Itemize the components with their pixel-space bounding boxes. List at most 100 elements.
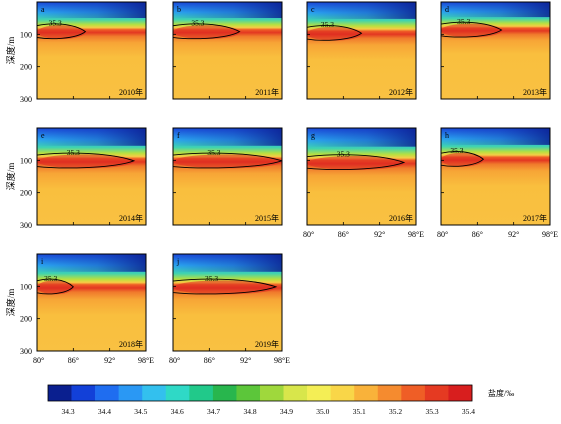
fresh-surface-layer <box>37 254 146 272</box>
x-tick-label: 80° <box>437 230 448 239</box>
salinity-core <box>173 25 240 40</box>
panel-frame <box>36 127 147 226</box>
colorbar-title: 盐度/‰ <box>488 388 514 398</box>
panel-frame <box>36 253 147 352</box>
x-tick-label: 92° <box>240 356 251 365</box>
colorbar-tick-label: 34.4 <box>98 407 111 416</box>
contour-35-3 <box>37 278 74 295</box>
salinity-core <box>441 23 502 38</box>
colorbar-tick-label: 34.6 <box>171 407 184 416</box>
y-tick-label: 200 <box>20 63 32 72</box>
fresh-surface-layer <box>173 2 282 19</box>
panel-c: 35.3 c 2012年 <box>306 1 417 100</box>
panel-letter: c <box>311 5 315 14</box>
year-label: 2016年 <box>389 213 413 223</box>
contour-35-3 <box>307 154 406 170</box>
panel-body: 35.3 <box>173 128 282 225</box>
x-tick-label: 80° <box>33 356 44 365</box>
fresh-surface-layer <box>307 2 416 19</box>
panel-letter: h <box>445 131 449 140</box>
salinity-core <box>173 280 276 295</box>
contour-label: 35.3 <box>191 19 204 28</box>
x-tick-label: 98°E <box>408 230 424 239</box>
panel-letter: j <box>176 257 179 266</box>
x-tick-label: 92° <box>104 356 115 365</box>
panel-body: 35.3 <box>173 254 282 351</box>
panel-a: 35.3 a 2010年 100 200 300 深度/m <box>5 1 147 104</box>
panel-i: 35.3i 2018年 100 200 300 深度/m 80° 86° 92° 98°E <box>5 253 154 365</box>
contour-label: 35.3 <box>457 17 470 26</box>
colorbar-swatch <box>212 385 237 401</box>
panel-body: 35.3 <box>307 128 416 225</box>
x-tick-label: 98°E <box>542 230 558 239</box>
contour-label: 35.3 <box>450 146 463 155</box>
year-label: 2010年 <box>119 87 143 97</box>
panel-h: 35.3h 2017年 80° 86° 92° 98°E <box>437 127 558 239</box>
y-tick-label: 200 <box>20 189 32 198</box>
colorbar-tick-label: 35.0 <box>316 407 329 416</box>
panel-d: 35.3 d 2013年 <box>440 1 551 100</box>
panel-letter: i <box>41 257 44 266</box>
x-tick-label: 92° <box>508 230 519 239</box>
panel-letter: g <box>311 131 315 140</box>
fresh-surface-layer <box>441 128 550 145</box>
panel-frame <box>306 1 417 100</box>
year-label: 2013年 <box>523 87 547 97</box>
contour-35-3 <box>441 21 503 38</box>
contour-label: 35.3 <box>205 274 218 283</box>
colorbar-swatch <box>142 385 167 401</box>
contour-label: 35.3 <box>337 149 350 158</box>
colorbar-frame <box>47 384 473 402</box>
colorbar-swatch <box>260 385 284 401</box>
colorbar-swatch <box>118 385 143 401</box>
colorbar-swatch <box>236 385 261 401</box>
panel-body: 35.3 <box>37 254 146 351</box>
colorbar-swatch <box>354 385 379 401</box>
panel-body: 35.3 <box>37 128 146 225</box>
contour-label: 35.3 <box>49 19 62 28</box>
y-tick-label: 200 <box>20 315 32 324</box>
panel-frame <box>172 127 283 226</box>
fresh-surface-layer <box>37 2 146 19</box>
colorbar-swatch <box>330 385 355 401</box>
colorbar-swatch <box>189 385 214 401</box>
fresh-surface-layer <box>173 254 282 272</box>
y-tick-label: 300 <box>20 347 32 356</box>
colorbar-tick-label: 34.5 <box>134 407 147 416</box>
colorbar-swatch <box>448 385 473 401</box>
panel-frame <box>172 1 283 100</box>
panel-body: 35.3 <box>37 2 146 99</box>
colorbar-swatch <box>377 385 402 401</box>
panel-frame <box>172 253 283 352</box>
x-tick-label: 80° <box>169 356 180 365</box>
salinity-core <box>37 25 86 40</box>
contour-label: 35.3 <box>44 274 57 283</box>
year-label: 2017年 <box>523 213 547 223</box>
salinity-core <box>307 26 362 41</box>
y-tick-label: 100 <box>20 156 32 165</box>
x-tick-label: 86° <box>204 356 215 365</box>
x-tick-label: 86° <box>472 230 483 239</box>
colorbar-swatch <box>48 385 72 401</box>
panel-frame <box>440 127 551 226</box>
colorbar-tick-label: 34.3 <box>61 407 74 416</box>
year-label: 2018年 <box>119 339 143 349</box>
y-tick-label: 300 <box>20 221 32 230</box>
year-label: 2015年 <box>255 213 279 223</box>
panel-frame <box>440 1 551 100</box>
panel-letter: f <box>177 131 180 140</box>
x-tick-label: 98°E <box>274 356 290 365</box>
panel-body: 35.3 <box>173 2 282 99</box>
panel-b: 35.3 b 2011年 <box>172 1 283 100</box>
colorbar-swatch <box>401 385 426 401</box>
colorbar-tick-label: 35.2 <box>389 407 402 416</box>
colorbar-tick-label: 35.3 <box>425 407 438 416</box>
panel-frame <box>306 127 417 226</box>
x-tick-label: 80° <box>303 230 314 239</box>
salinity-core <box>173 154 282 169</box>
contour-35-3 <box>173 278 278 295</box>
year-label: 2019年 <box>255 339 279 349</box>
panel-body: 35.3 <box>307 2 416 99</box>
y-axis-label: 深度/m <box>5 37 16 65</box>
colorbar-tick-label: 35.1 <box>353 407 366 416</box>
